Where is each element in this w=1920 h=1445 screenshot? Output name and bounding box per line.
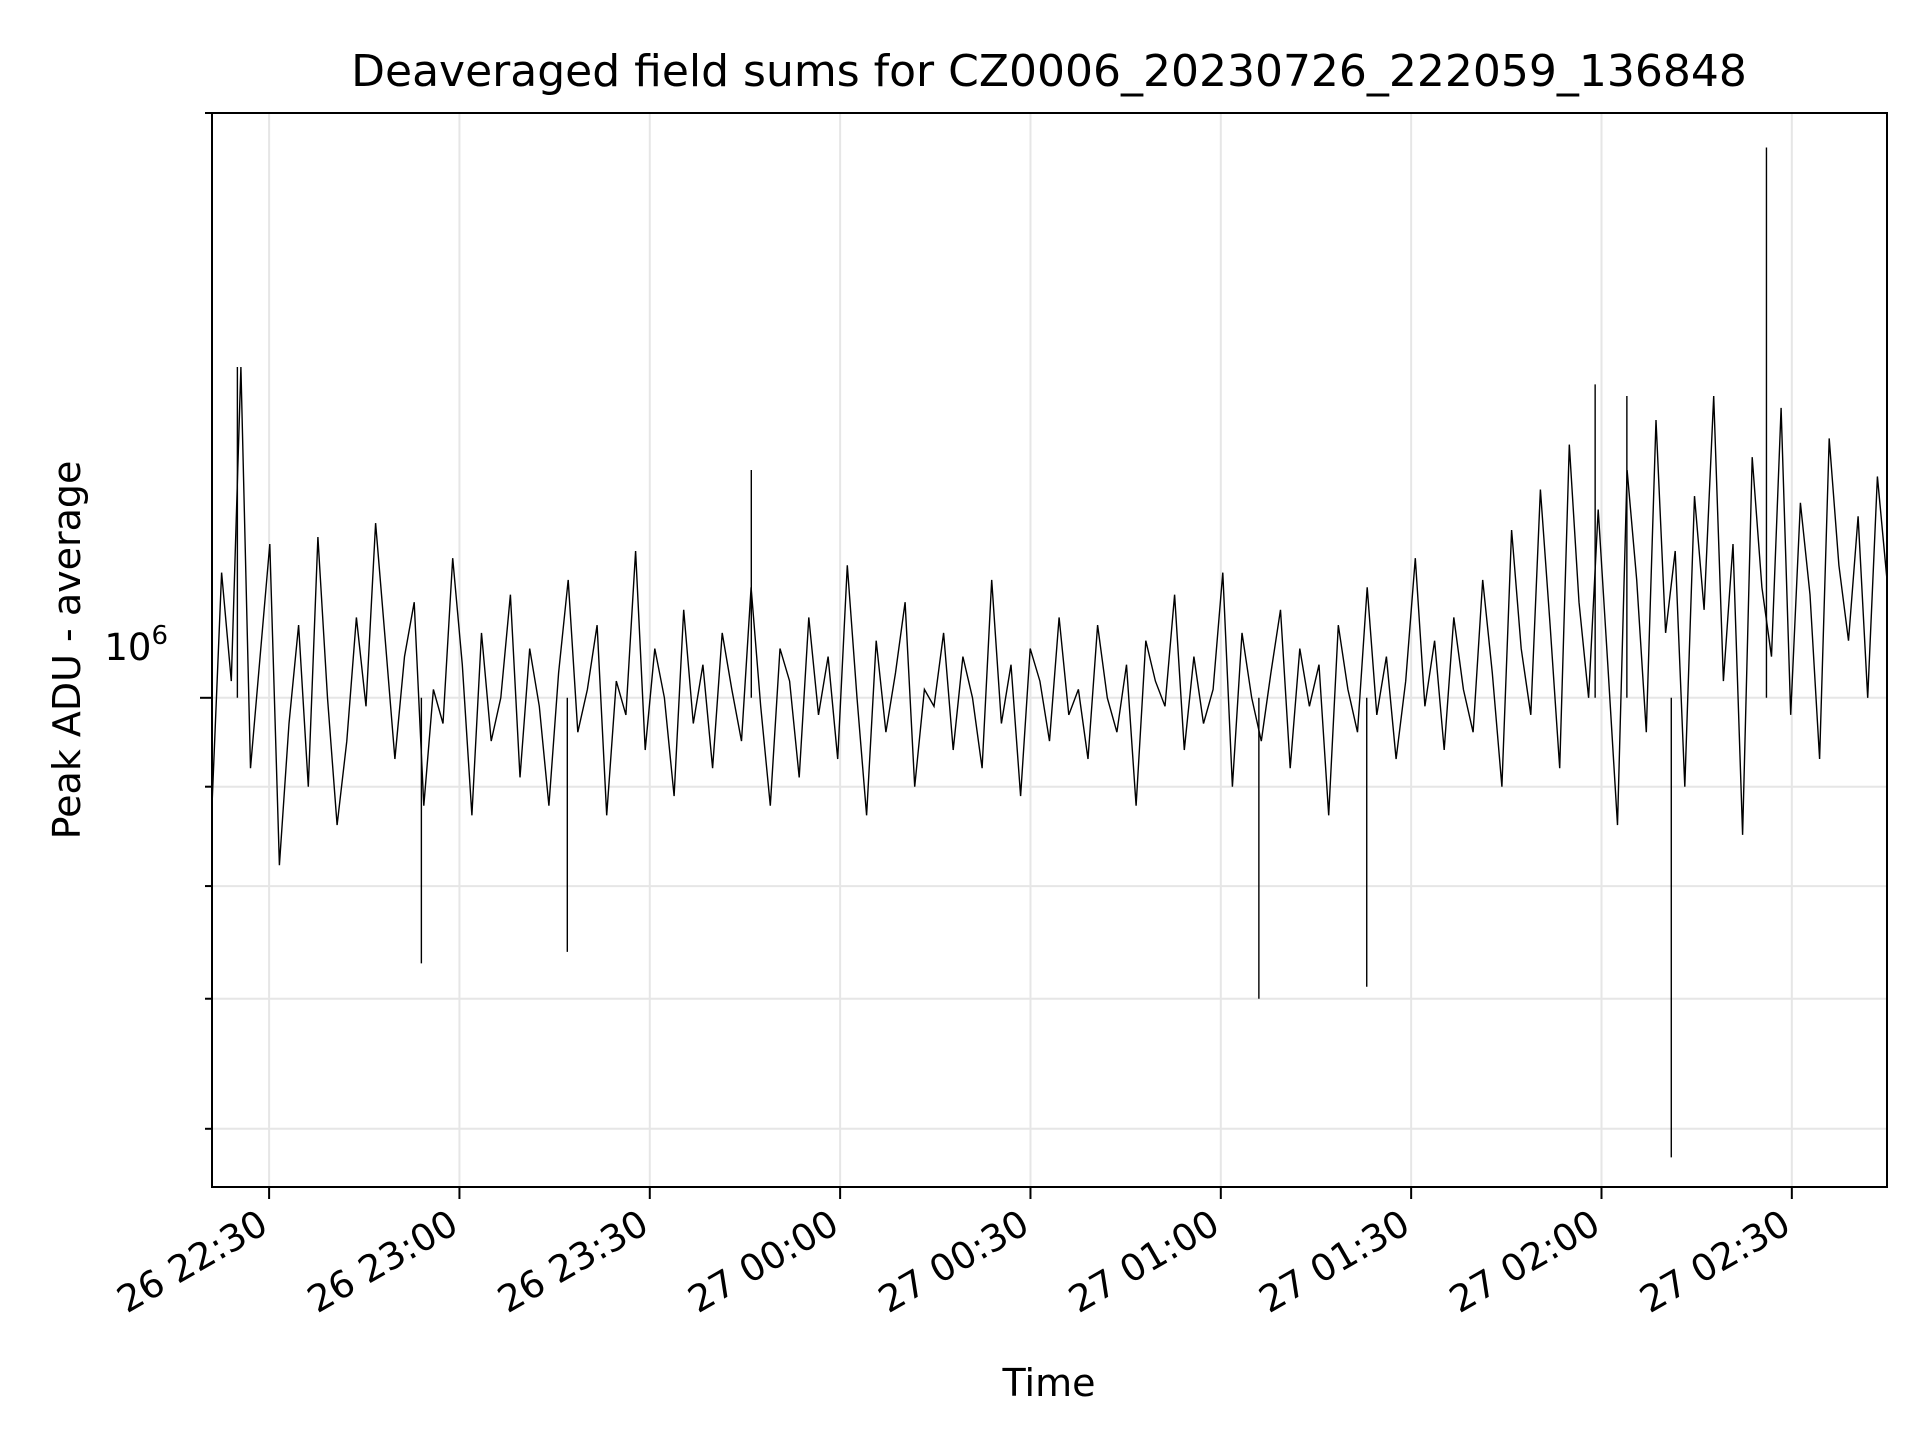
series-layer (211, 147, 1888, 1158)
series-line (211, 366, 1888, 866)
chart-title: Deaveraged field sums for CZ0006_2023072… (351, 46, 1747, 97)
x-axis-label: Time (1002, 1361, 1096, 1405)
y-axis-label: Peak ADU - average (45, 461, 89, 840)
plot-area-frame (211, 112, 1888, 1188)
y-tick-label: 106 (104, 621, 168, 669)
